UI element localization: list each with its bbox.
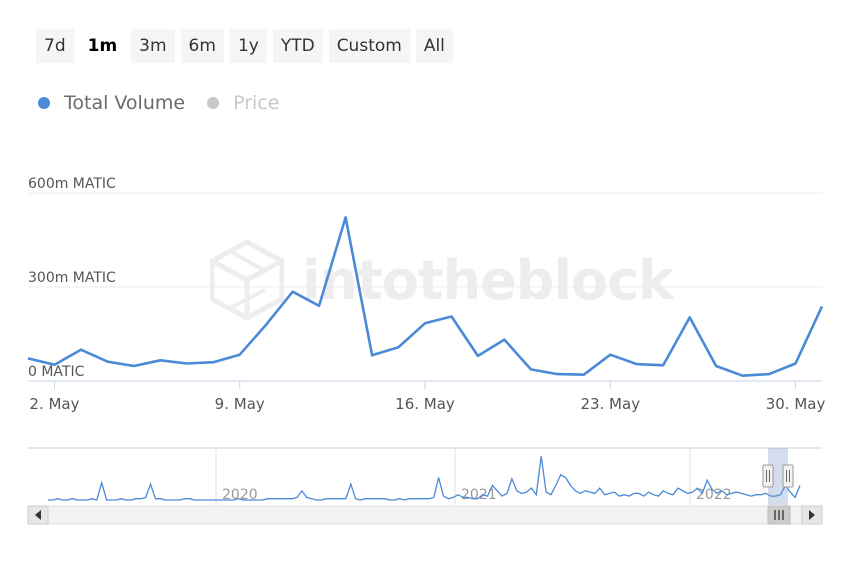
navigator-series-line — [48, 456, 801, 501]
arrow-left-icon — [35, 510, 41, 520]
navigator-year-label: 2020 — [222, 487, 258, 503]
navigator-left-handle[interactable] — [762, 464, 774, 488]
arrow-right-icon — [809, 510, 815, 520]
legend-dot-icon — [38, 97, 50, 109]
range-button-1m[interactable]: 1m — [79, 29, 126, 63]
x-tick-label: 2. May — [29, 395, 79, 413]
navigator-selection-mask — [768, 448, 788, 505]
x-tick-label: 9. May — [215, 395, 265, 413]
legend-dot-icon — [207, 97, 220, 109]
y-tick-label: 300m MATIC — [28, 270, 116, 286]
y-tick-label: 600m MATIC — [28, 176, 116, 192]
navigator-right-handle[interactable] — [782, 464, 794, 488]
legend-label: Price — [233, 92, 280, 114]
range-button-7d[interactable]: 7d — [36, 29, 74, 63]
chart-legend: Total Volume Price — [38, 92, 301, 114]
range-button-6m[interactable]: 6m — [180, 29, 224, 63]
range-button-3m[interactable]: 3m — [131, 29, 175, 63]
range-button-all[interactable]: All — [415, 29, 453, 63]
navigator-year-label: 2021 — [461, 487, 497, 503]
range-selector: 7d 1m 3m 6m 1y YTD Custom All — [36, 29, 453, 63]
range-button-ytd[interactable]: YTD — [272, 29, 323, 63]
range-button-custom[interactable]: Custom — [328, 29, 410, 63]
range-button-1y[interactable]: 1y — [229, 29, 267, 63]
y-tick-label: 0 MATIC — [28, 364, 85, 380]
legend-item-total-volume[interactable]: Total Volume — [38, 92, 185, 114]
legend-item-price[interactable]: Price — [207, 92, 279, 114]
scrollbar-track[interactable] — [27, 505, 823, 525]
legend-label: Total Volume — [64, 92, 186, 114]
series-line-total-volume — [27, 216, 824, 378]
x-tick-label: 30. May — [766, 395, 826, 413]
x-tick-label: 16. May — [395, 395, 455, 413]
x-tick-label: 23. May — [580, 395, 640, 413]
